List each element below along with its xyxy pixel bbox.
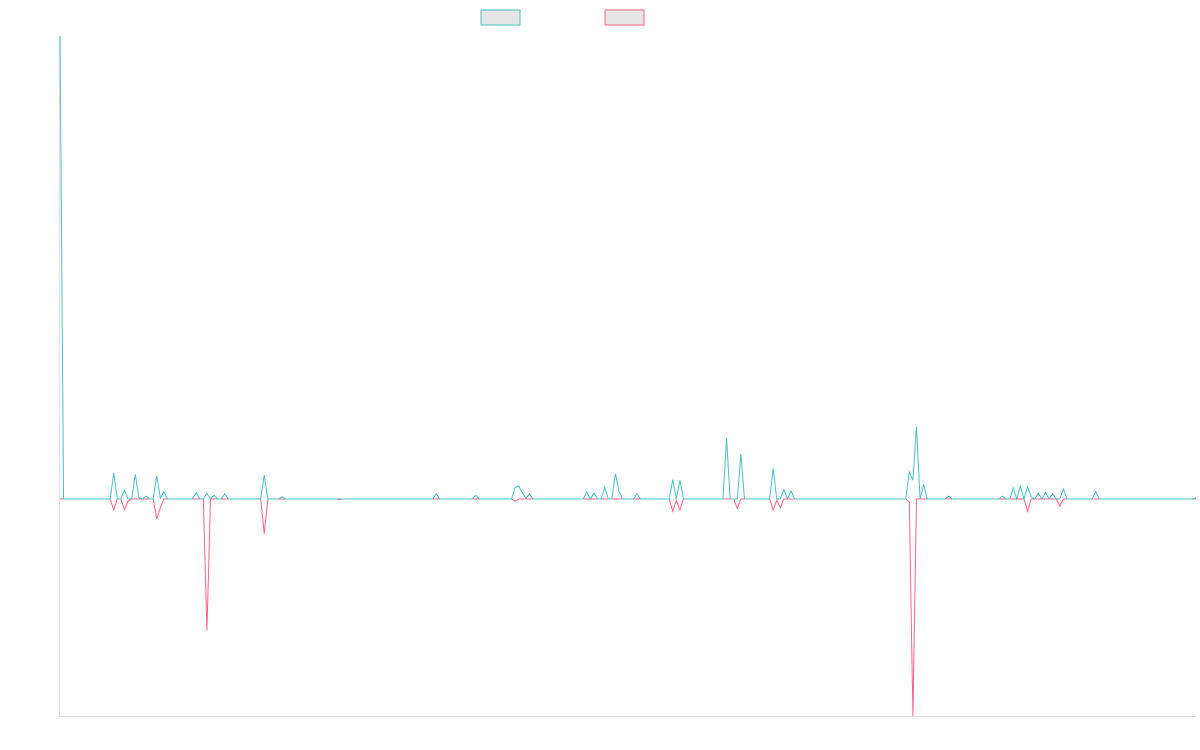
series-2-line — [60, 498, 1196, 717]
series-1-line — [59, 35, 1197, 501]
series-layer — [59, 35, 1197, 717]
chart-legend[interactable] — [480, 9, 645, 26]
legend-item-series-2[interactable] — [604, 9, 645, 26]
series-2 — [60, 498, 1196, 717]
series-1 — [59, 35, 1197, 501]
legend-item-series-1[interactable] — [480, 9, 521, 26]
